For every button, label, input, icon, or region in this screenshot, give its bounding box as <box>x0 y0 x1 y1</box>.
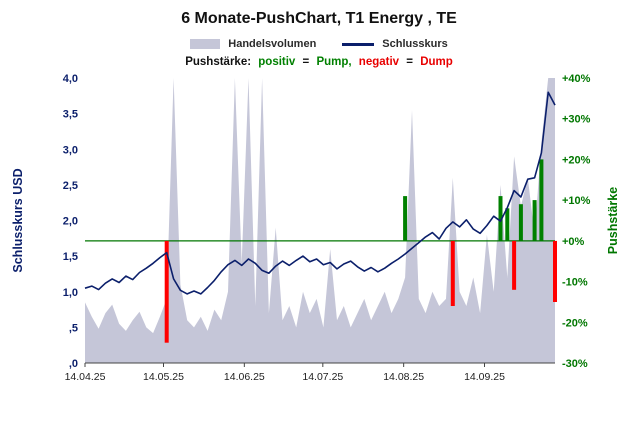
push-legend-pump: Pump, <box>316 56 352 68</box>
left-tick-label: 3,5 <box>63 109 78 121</box>
right-axis-title: Pushstärke <box>606 187 620 254</box>
left-tick-label: ,5 <box>69 322 78 334</box>
volume-area <box>85 78 555 363</box>
left-tick-label: 4,0 <box>63 73 78 85</box>
pump-bar <box>505 208 510 241</box>
pump-bar <box>532 200 537 241</box>
push-legend-eq2: = <box>406 56 413 68</box>
x-tick-label: 14.06.25 <box>224 371 265 383</box>
left-tick-label: 1,5 <box>63 251 78 263</box>
pump-bar <box>539 159 544 241</box>
x-tick-label: 14.09.25 <box>464 371 505 383</box>
dump-bar <box>164 240 169 343</box>
left-tick-label: ,0 <box>69 358 78 370</box>
right-tick-label: -10% <box>562 277 588 289</box>
close-line <box>84 91 556 295</box>
left-tick-label: 1,0 <box>63 287 78 299</box>
dump-bar <box>553 240 557 302</box>
push-legend-prefix: Pushstärke: <box>185 56 252 68</box>
chart-title: 6 Monate-PushChart, T1 Energy , TE <box>181 10 457 27</box>
push-legend-dump: Dump <box>420 56 453 68</box>
right-tick-label: -20% <box>562 317 588 329</box>
right-tick-label: +20% <box>562 154 591 166</box>
left-tick-label: 2,0 <box>63 216 78 228</box>
left-tick-label: 2,5 <box>63 180 78 192</box>
close-legend-label: Schlusskurs <box>382 38 448 50</box>
legend-row: Handelsvolumen Schlusskurs <box>0 38 638 50</box>
volume-legend-label: Handelsvolumen <box>228 38 317 50</box>
push-legend-positiv: positiv <box>258 56 296 68</box>
push-legend-row: Pushstärke: positiv = Pump, negativ = Du… <box>0 56 638 68</box>
dump-bar <box>450 240 455 306</box>
left-tick-label: 3,0 <box>63 144 78 156</box>
dump-bar <box>512 240 517 290</box>
right-tick-label: -30% <box>562 358 588 370</box>
x-tick-label: 14.04.25 <box>65 371 106 383</box>
right-tick-label: +10% <box>562 195 591 207</box>
pump-bar <box>498 196 503 241</box>
right-tick-label: +40% <box>562 73 591 85</box>
push-legend-negativ: negativ <box>358 56 400 68</box>
x-tick-label: 14.07.25 <box>302 371 343 383</box>
left-axis-title: Schlusskurs USD <box>11 168 25 272</box>
pump-bar <box>518 204 523 241</box>
right-tick-label: +30% <box>562 114 591 126</box>
close-line-swatch <box>342 42 375 46</box>
volume-swatch <box>190 39 221 49</box>
push-legend-eq1: = <box>302 56 310 68</box>
pump-bar <box>403 196 408 241</box>
x-tick-label: 14.08.25 <box>383 371 424 383</box>
right-tick-label: +0% <box>562 236 585 248</box>
x-tick-label: 14.05.25 <box>143 371 184 383</box>
